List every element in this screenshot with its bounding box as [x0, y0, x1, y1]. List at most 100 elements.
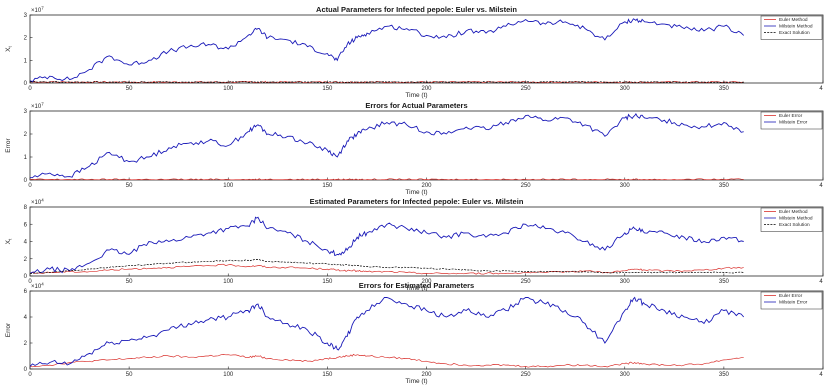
legend-box — [760, 15, 823, 40]
series-line-euler-method — [30, 263, 744, 275]
series-line-milstein-method — [30, 216, 744, 274]
x-tick-label: 300 — [620, 183, 631, 189]
series-line-milstein-method — [30, 18, 745, 83]
subplot-4: Errors for Estimated Parameters ×104 Error… — [5, 281, 824, 385]
x-tick-label: 0 — [28, 86, 32, 92]
x-tick-label: 4 — [819, 183, 823, 189]
x-tick-label: 200 — [421, 86, 432, 92]
y-tick-label: 0 — [24, 178, 28, 184]
series-line-milstein-error — [30, 113, 744, 179]
y-tick-label: 6 — [24, 289, 28, 295]
x-tick-label: 250 — [521, 86, 532, 92]
y-tick-label: 1 — [24, 155, 28, 161]
legend-entry: Milstein Error — [779, 120, 808, 126]
x-tick-label: 50 — [126, 372, 133, 378]
legend-box — [760, 207, 823, 232]
axis-exponent: ×107 — [31, 102, 44, 111]
x-tick-label: 350 — [719, 279, 730, 285]
x-tick-label: 150 — [322, 183, 333, 189]
y-axis-label: Xt — [5, 45, 13, 51]
legend-entry: Euler Method — [779, 209, 808, 215]
x-tick-label: 50 — [126, 279, 133, 285]
y-tick-label: 4 — [24, 240, 28, 246]
x-tick-label: 0 — [28, 279, 32, 285]
legend-entry: Milstein Error — [779, 300, 808, 306]
series-line-exact-solution — [30, 80, 744, 83]
y-tick-label: 2 — [24, 132, 28, 138]
legend-entry: Euler Method — [779, 17, 808, 23]
y-tick-label: 3 — [24, 13, 28, 19]
series-line-milstein-error — [30, 296, 745, 367]
x-tick-label: 0 — [28, 183, 32, 189]
series-line-exact-solution — [30, 259, 744, 274]
x-tick-label: 200 — [421, 372, 432, 378]
axis-exponent: ×104 — [31, 198, 44, 207]
legend-entry: Exact Solution — [779, 30, 810, 36]
x-axis-label: Time (t) — [405, 378, 427, 385]
x-tick-label: 0 — [28, 372, 32, 378]
y-tick-label: 8 — [24, 205, 28, 211]
x-axis-label: Time (t) — [405, 92, 427, 99]
legend-entry: Milstein Method — [779, 216, 813, 222]
subplot-2: Errors for Actual Parameters ×107 Error Tim… — [5, 101, 824, 196]
x-tick-label: 200 — [421, 279, 432, 285]
subplot-1: Actual Parameters for Infected pepole: E… — [5, 5, 824, 99]
series-line-euler-error — [30, 353, 744, 368]
x-tick-label: 150 — [322, 86, 333, 92]
y-tick-label: 2 — [24, 257, 28, 263]
x-tick-label: 100 — [223, 183, 234, 189]
y-tick-label: 1 — [24, 58, 28, 64]
y-tick-label: 6 — [24, 222, 28, 228]
x-tick-label: 300 — [620, 279, 631, 285]
legend-entry: Exact Solution — [779, 222, 810, 228]
x-axis-label: Time (t) — [405, 189, 427, 196]
x-tick-label: 50 — [126, 183, 133, 189]
y-axis-label: Xt — [5, 238, 13, 244]
x-tick-label: 50 — [126, 86, 133, 92]
x-tick-label: 250 — [521, 279, 532, 285]
y-tick-label: 0 — [24, 81, 28, 87]
x-tick-label: 100 — [223, 372, 234, 378]
x-tick-label: 350 — [719, 183, 730, 189]
chart-title: Actual Parameters for Infected pepole: E… — [316, 5, 517, 14]
y-tick-label: 2 — [24, 341, 28, 347]
y-axis-label: Error — [5, 322, 12, 337]
legend-entry: Milstein Method — [779, 24, 813, 30]
subplot-3: Estimated Parameters for Infected pepole… — [5, 197, 824, 292]
series-line-euler-error — [30, 178, 744, 180]
x-tick-label: 100 — [223, 279, 234, 285]
y-tick-label: 0 — [24, 367, 28, 373]
legend-entry: Euler Error — [779, 293, 803, 299]
x-tick-label: 250 — [521, 372, 532, 378]
axis-exponent: ×107 — [31, 6, 44, 15]
axes-frame — [29, 110, 824, 181]
x-tick-label: 300 — [620, 86, 631, 92]
x-tick-label: 150 — [322, 279, 333, 285]
x-tick-label: 350 — [719, 372, 730, 378]
x-tick-label: 250 — [521, 183, 532, 189]
chart-title: Errors for Actual Parameters — [365, 101, 467, 110]
y-tick-label: 2 — [24, 36, 28, 42]
legend-box — [760, 111, 823, 130]
y-tick-label: 3 — [24, 109, 28, 115]
chart-title: Errors for Estimated Parameters — [359, 281, 474, 290]
x-tick-label: 4 — [819, 372, 823, 378]
x-tick-label: 300 — [620, 372, 631, 378]
axis-exponent: ×104 — [31, 282, 44, 291]
y-tick-label: 0 — [24, 274, 28, 280]
y-tick-label: 4 — [24, 315, 28, 321]
x-tick-label: 150 — [322, 372, 333, 378]
x-tick-label: 200 — [421, 183, 432, 189]
x-tick-label: 100 — [223, 86, 234, 92]
x-tick-label: 4 — [819, 86, 823, 92]
x-tick-label: 4 — [819, 279, 823, 285]
chart-title: Estimated Parameters for Infected pepole… — [310, 197, 524, 206]
legend-entry: Euler Error — [779, 113, 803, 119]
axes-frame — [29, 206, 824, 277]
legend-box — [760, 291, 823, 310]
y-axis-label: Error — [5, 137, 12, 152]
